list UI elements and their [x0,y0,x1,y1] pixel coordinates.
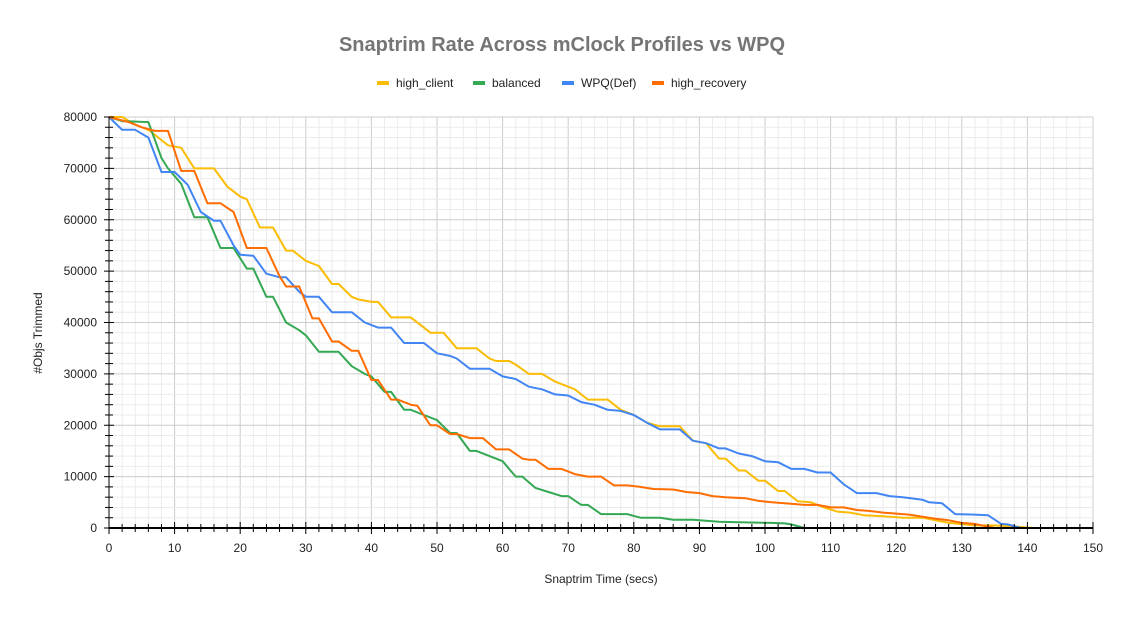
y-tick-label: 30000 [64,367,98,381]
x-tick-label: 50 [430,541,444,555]
y-tick-label: 70000 [64,161,98,175]
legend-label: balanced [492,76,541,90]
legend-label: WPQ(Def) [581,76,636,90]
x-tick-label: 90 [693,541,707,555]
legend-item-high_client[interactable]: high_client [377,76,454,90]
x-tick-label: 30 [299,541,313,555]
x-tick-label: 40 [365,541,379,555]
y-axis-ticks: 0 10000 20000 30000 40000 50000 60000 70000 8000… [64,110,98,535]
chart-title: Snaptrim Rate Across mClock Profiles vs … [339,34,785,56]
legend: high_client balanced WPQ(Def) high_recovery [377,76,746,90]
x-tick-label: 150 [1083,541,1103,555]
legend-item-WPQ(Def)[interactable]: WPQ(Def) [562,76,636,90]
x-tick-label: 60 [496,541,510,555]
legend-swatch [473,81,485,85]
y-tick-label: 10000 [64,470,98,484]
axes [104,116,1094,534]
legend-label: high_client [396,76,454,90]
x-tick-label: 120 [886,541,906,555]
series-line-balanced [108,116,805,529]
y-tick-label: 40000 [64,316,98,330]
legend-item-balanced[interactable]: balanced [473,76,541,90]
x-axis-ticks: 0 10 20 30 40 50 60 70 80 90 100 110 120 130 140 150 [106,541,1104,555]
x-tick-label: 130 [952,541,972,555]
y-tick-label: 20000 [64,418,98,432]
series-line-WPQ(Def) [108,116,1022,529]
legend-swatch [652,81,664,85]
x-axis-title: Snaptrim Time (secs) [544,572,657,586]
x-tick-label: 70 [562,541,576,555]
x-tick-label: 20 [234,541,248,555]
grid [108,116,1094,529]
x-tick-label: 100 [755,541,775,555]
x-tick-label: 80 [627,541,641,555]
y-tick-label: 60000 [64,213,98,227]
x-tick-label: 110 [821,541,840,555]
legend-swatch [562,81,574,85]
series-line-high_recovery [108,116,995,529]
x-tick-label: 140 [1017,541,1037,555]
y-axis-title: #Objs Trimmed [31,292,45,373]
y-tick-label: 0 [90,521,97,535]
series-group [108,116,1035,529]
x-tick-label: 0 [106,541,113,555]
legend-label: high_recovery [671,76,746,90]
legend-item-high_recovery[interactable]: high_recovery [652,76,746,90]
y-tick-label: 80000 [64,110,98,124]
series-line-high_client [109,116,1035,529]
x-tick-label: 10 [168,541,182,555]
legend-swatch [377,81,389,85]
y-tick-label: 50000 [64,264,98,278]
